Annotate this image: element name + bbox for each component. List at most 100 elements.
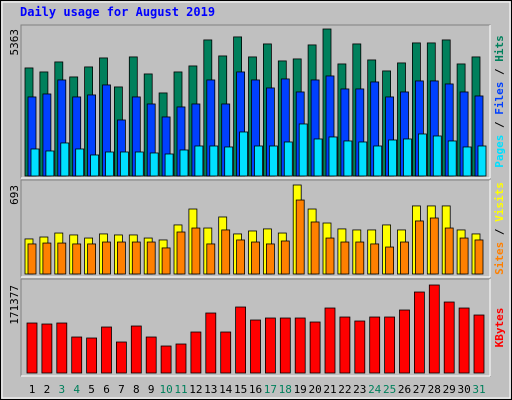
bar (294, 317, 306, 374)
x-tick-label: 6 (103, 383, 110, 396)
bar (474, 239, 484, 275)
legend-entry: KBytes (493, 308, 506, 348)
bar (354, 320, 366, 374)
legend: KBytes (493, 308, 506, 348)
bar (388, 139, 398, 177)
x-tick-label: 21 (323, 383, 336, 396)
bar (221, 229, 231, 275)
bar (444, 227, 454, 275)
bar (56, 322, 68, 374)
bar (130, 325, 142, 374)
bar (251, 241, 260, 275)
bar (194, 145, 204, 177)
bar (264, 317, 276, 374)
bar (279, 317, 291, 374)
x-tick-label: 16 (249, 383, 262, 396)
legend: Sites / Visits (493, 182, 506, 275)
bar (160, 345, 172, 374)
bar (477, 145, 487, 177)
x-tick-label: 12 (189, 383, 202, 396)
x-tick-label: 28 (428, 383, 441, 396)
bar (443, 301, 455, 374)
bar (384, 316, 396, 374)
bar (447, 140, 457, 177)
x-tick-label: 15 (234, 383, 247, 396)
x-tick-label: 27 (413, 383, 426, 396)
bar (340, 241, 350, 275)
bar (385, 246, 395, 275)
bar (161, 247, 171, 275)
y-tick-label: 171377 (8, 285, 21, 325)
x-tick-label: 22 (338, 383, 351, 396)
bar (131, 241, 141, 275)
bar (239, 131, 249, 177)
y-tick-label: 5363 (8, 29, 21, 56)
bar (90, 154, 99, 177)
bar (343, 140, 353, 177)
chart-title: Daily usage for August 2019 (20, 5, 215, 19)
bar (101, 326, 112, 374)
bar (399, 309, 410, 374)
x-tick-label: 7 (118, 383, 125, 396)
legend-entry: Files (493, 82, 506, 115)
bar (236, 239, 246, 275)
bar (250, 319, 261, 374)
bar (117, 241, 126, 275)
bar (30, 148, 40, 177)
bar (175, 343, 187, 374)
x-tick-label: 8 (133, 383, 140, 396)
bar (458, 307, 470, 374)
bar (209, 145, 219, 177)
bar (220, 331, 232, 374)
bar (265, 243, 275, 275)
bar (102, 241, 111, 275)
x-tick-label: 13 (204, 383, 217, 396)
legend-entry: Hits (493, 35, 506, 62)
x-tick-label: 25 (383, 383, 396, 396)
x-tick-label: 24 (368, 383, 382, 396)
x-tick-label: 17 (264, 383, 277, 396)
bar (473, 314, 485, 374)
x-tick-label: 30 (457, 383, 470, 396)
bar (313, 138, 323, 177)
bar (400, 241, 409, 275)
bar (116, 341, 127, 374)
legend-entry: Pages (493, 135, 506, 168)
legend: Pages / Files / Hits (493, 35, 506, 168)
bar (60, 142, 70, 177)
bar (310, 221, 320, 275)
bar (75, 148, 85, 177)
bar (370, 243, 380, 275)
bar (328, 136, 338, 177)
bar (403, 138, 412, 177)
bar (27, 243, 37, 275)
bar (429, 217, 439, 275)
x-tick-label: 11 (174, 383, 187, 396)
bar (164, 153, 174, 177)
x-tick-label: 18 (279, 383, 292, 396)
bar (369, 316, 381, 374)
bar (179, 149, 189, 177)
bar (459, 237, 469, 275)
x-tick-label: 29 (443, 383, 456, 396)
bar (105, 151, 114, 177)
x-tick-label: 20 (308, 383, 321, 396)
x-tick-label: 4 (73, 383, 80, 396)
bar (145, 336, 157, 374)
bar (295, 199, 305, 275)
bar (206, 243, 216, 275)
bar (339, 316, 351, 374)
x-tick-label: 10 (159, 383, 172, 396)
bar (176, 231, 186, 275)
bar (191, 227, 201, 275)
x-tick-label: 14 (219, 383, 233, 396)
bar (26, 322, 38, 374)
x-tick-label: 2 (44, 383, 51, 396)
x-tick-label: 9 (148, 383, 155, 396)
y-tick-label: 693 (8, 185, 21, 205)
bar (283, 141, 293, 177)
bar (146, 241, 156, 275)
